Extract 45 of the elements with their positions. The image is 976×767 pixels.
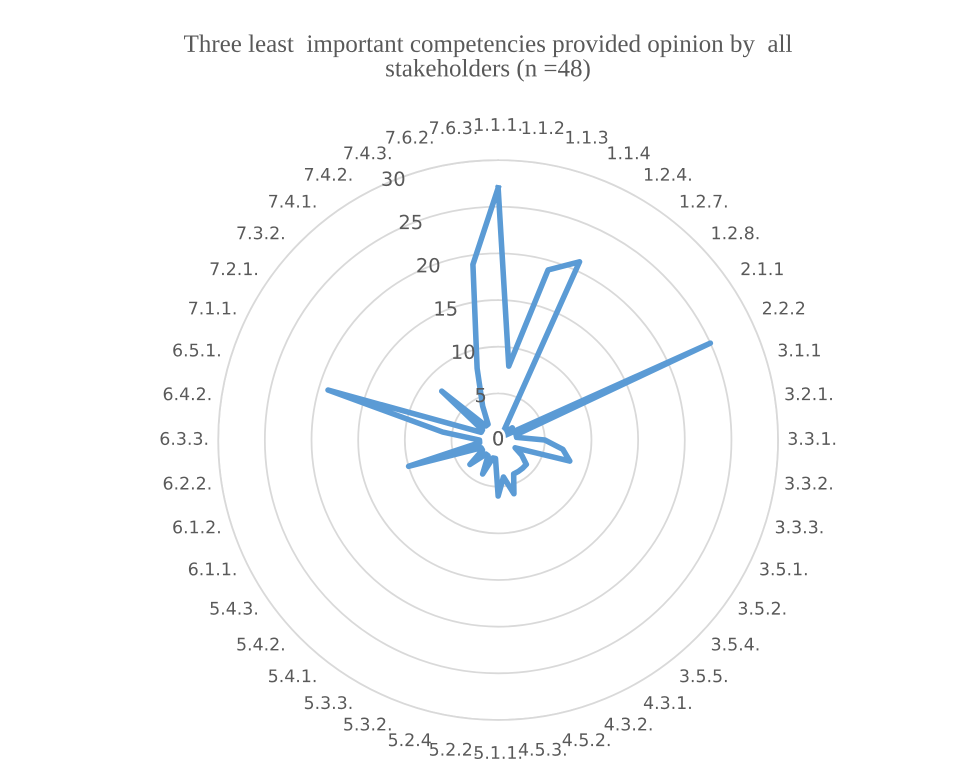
spoke-label: 6.2.2. [164, 476, 210, 490]
spoke-label: 6.4.2. [164, 387, 210, 400]
spoke-label: 5.2.4 [388, 733, 431, 746]
spoke-label: 4.3.1. [644, 696, 691, 710]
spoke-label: 3.5.4. [712, 638, 758, 651]
y-tick-label: 20 [417, 258, 440, 273]
spoke-label: 3.2.1. [785, 387, 832, 400]
spoke-label: 6.5.1. [173, 343, 220, 357]
spoke-label: 2.1.1 [741, 262, 783, 276]
spoke-label: 6.1.1. [188, 562, 236, 576]
spoke-label: 1.1.1. [475, 118, 522, 131]
y-tick-label: 0 [493, 430, 504, 446]
spoke-label: 5.2.2. [430, 742, 476, 756]
spoke-label: 7.1.1. [189, 302, 236, 314]
spoke-label: 5.3.3. [304, 696, 352, 710]
spoke-label: 5.4.1. [269, 669, 316, 682]
spoke-label: 3.5.1. [760, 562, 807, 576]
spoke-label: 6.1.2. [173, 520, 220, 534]
spoke-label: 3.5.2. [738, 602, 786, 615]
spoke-label: 1.1.3 [566, 130, 608, 144]
spoke-label: 3.1.1 [778, 343, 820, 357]
spoke-label: 4.3.2. [604, 718, 652, 731]
spoke-label: 1.2.7. [680, 194, 727, 208]
spoke-label: 7.4.1. [269, 194, 316, 208]
spoke-label: 1.2.4. [644, 168, 691, 181]
spoke-label: 3.3.1. [788, 432, 836, 446]
spoke-label: 3.3.3. [776, 520, 822, 534]
spoke-label: 5.4.3. [210, 602, 257, 615]
chart-title: Three least important competencies provided opinion by all stakeholders (n =48) [184, 34, 792, 82]
y-tick-label: 25 [400, 214, 422, 230]
spoke-label: 1.1.4 [608, 146, 650, 160]
spoke-label: 7.4.3. [344, 146, 391, 160]
spoke-label: 5.4.2. [237, 638, 284, 651]
spoke-label: 3.5.5. [680, 669, 727, 682]
spoke-label: 7.4.2. [304, 168, 352, 181]
spoke-label: 7.3.2. [237, 226, 284, 240]
spoke-label: 6.3.3. [160, 432, 208, 446]
spoke-label: 3.3.2. [785, 476, 832, 490]
y-tick-label: 30 [382, 171, 404, 186]
spoke-label: 1.1.2 [522, 121, 564, 134]
y-tick-label: 15 [435, 301, 456, 316]
spoke-label: 1.2.8. [712, 226, 758, 240]
spoke-label: 2.2.2 [762, 302, 804, 314]
spoke-label: 5.3.2. [344, 718, 391, 731]
spoke-label: 7.2.1. [210, 262, 257, 276]
